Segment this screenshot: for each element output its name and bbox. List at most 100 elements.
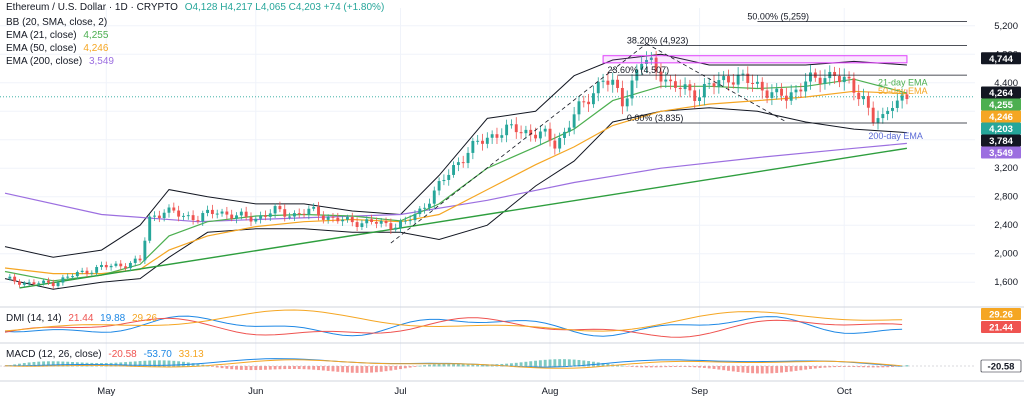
price-tag-box xyxy=(981,122,1021,135)
macd-histogram-bar xyxy=(871,366,875,368)
macd-histogram-bar xyxy=(27,362,31,367)
grid xyxy=(0,8,975,380)
candle-body xyxy=(611,79,615,85)
macd-histogram-bar xyxy=(191,363,195,367)
candle-body xyxy=(895,100,899,108)
candle-body xyxy=(649,57,653,60)
ema50-label: EMA (50, close) xyxy=(6,43,77,54)
macd-histogram-bar xyxy=(162,360,166,367)
macd-histogram-bar xyxy=(640,366,644,368)
macd-histogram-bar xyxy=(577,359,581,367)
candle-body xyxy=(456,162,460,166)
candle-body xyxy=(548,128,552,141)
adx-line xyxy=(4,309,903,332)
macd-histogram-bar xyxy=(900,365,904,367)
macd-histogram-bar xyxy=(543,359,547,367)
candle-body xyxy=(842,76,846,83)
macd-histogram-bar xyxy=(268,366,272,370)
macd-histogram-bar xyxy=(529,361,533,367)
price-tag-label: 4,264 xyxy=(989,88,1013,99)
candle-body xyxy=(225,211,229,215)
candle-body xyxy=(186,215,190,217)
macd-histogram-bar xyxy=(379,366,383,372)
macd-histogram-bar xyxy=(403,366,407,369)
candle-body xyxy=(283,209,287,217)
macd-histogram-bar xyxy=(683,366,687,367)
candle-body xyxy=(288,216,292,218)
candle-body xyxy=(804,81,808,92)
macd-histogram-bar xyxy=(833,366,837,368)
candle-body xyxy=(182,215,185,217)
candle-body xyxy=(553,140,557,149)
macd-histogram-bar xyxy=(538,360,542,367)
macd-histogram-bar xyxy=(225,366,229,369)
support-trendline xyxy=(19,147,908,289)
candle-body xyxy=(100,264,103,268)
candle-body xyxy=(297,213,301,215)
candle-body xyxy=(640,63,644,70)
macd-histogram-bar xyxy=(427,364,431,367)
macd-histogram-bar xyxy=(582,360,586,367)
candle-body xyxy=(399,220,402,228)
macd-histogram-bar xyxy=(254,366,258,371)
macd-histogram-bar xyxy=(587,361,591,367)
candle-body xyxy=(741,73,745,75)
legend-dmi: DMI (14, 14) 21.44 19.88 29.26 xyxy=(6,313,161,325)
candle-body xyxy=(148,216,152,241)
candle-body xyxy=(61,277,65,283)
candle-body xyxy=(683,84,687,90)
bollinger-bands xyxy=(4,53,907,290)
candle-body xyxy=(374,221,378,224)
macd-histogram-bar xyxy=(688,366,692,368)
macd-histogram-bar xyxy=(635,366,639,368)
macd-histogram-bar xyxy=(215,366,219,368)
candle-body xyxy=(326,216,330,220)
candle-body xyxy=(567,127,571,132)
fib-level-label: 38.20% (4,923) xyxy=(627,36,689,46)
candle-body xyxy=(905,94,909,100)
candle-body xyxy=(799,89,803,92)
macd-histogram-bar xyxy=(563,359,566,367)
macd-histogram-bar xyxy=(124,362,128,367)
macd-histogram-bar xyxy=(669,366,673,368)
macd-histogram-bar xyxy=(172,360,176,367)
macd-value-1: -20.58 xyxy=(108,349,137,360)
macd-histogram-bar xyxy=(534,360,538,367)
macd-histogram-bar xyxy=(698,366,701,368)
fib-level-label: 23.60% (4,507) xyxy=(608,65,670,75)
legend-ema200: EMA (200, close) 3,549 xyxy=(6,56,118,68)
macd-histogram-bar xyxy=(466,364,470,367)
macd-tag-label: -20.58 xyxy=(988,362,1015,373)
macd-histogram-bar xyxy=(196,363,200,367)
macd-histogram-bar xyxy=(707,366,711,369)
candle-body xyxy=(133,258,137,263)
candle-body xyxy=(346,217,349,220)
macd-histogram-bar xyxy=(891,366,894,367)
candle-body xyxy=(755,81,759,84)
candle-body xyxy=(698,97,701,101)
macd-histogram-bar xyxy=(365,366,369,373)
candle-body xyxy=(746,73,750,83)
y-tick-label: 5,200 xyxy=(994,21,1018,32)
price-tag-box xyxy=(981,146,1021,159)
macd-histogram-bar xyxy=(678,366,682,367)
ema200-label: EMA (200, close) xyxy=(6,56,83,67)
candle-body xyxy=(789,92,793,101)
macd-histogram-bar xyxy=(857,366,861,368)
candle-body xyxy=(432,190,436,204)
candle-body xyxy=(13,276,17,282)
macd-histogram-bar xyxy=(818,366,822,369)
macd-histogram-bar xyxy=(702,366,706,368)
candle-body xyxy=(587,101,591,105)
macd-histogram-bar xyxy=(722,366,726,371)
candle-body xyxy=(664,79,668,82)
candle-body xyxy=(109,265,113,268)
macd-histogram-bar xyxy=(866,366,870,368)
resistance-zone xyxy=(602,55,908,64)
candle-body xyxy=(210,209,214,215)
macd-histogram-bar xyxy=(432,364,436,367)
candle-body xyxy=(871,107,875,123)
candle-body xyxy=(514,124,518,133)
